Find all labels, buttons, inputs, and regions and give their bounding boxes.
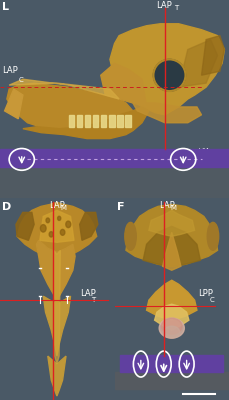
Polygon shape: [110, 24, 224, 115]
Polygon shape: [149, 210, 195, 236]
Text: VM: VM: [199, 148, 210, 154]
Ellipse shape: [57, 216, 61, 220]
Ellipse shape: [207, 222, 219, 250]
Bar: [0, 150, 229, 167]
Polygon shape: [5, 89, 23, 119]
Text: D: D: [2, 202, 11, 212]
Text: M: M: [171, 205, 177, 211]
Polygon shape: [16, 212, 34, 240]
Polygon shape: [17, 202, 97, 258]
Ellipse shape: [125, 222, 136, 250]
Text: LAP: LAP: [2, 66, 18, 75]
Bar: [0, 167, 229, 198]
Text: F: F: [117, 202, 124, 212]
Polygon shape: [48, 356, 66, 396]
Polygon shape: [155, 304, 189, 330]
Text: C: C: [210, 297, 214, 303]
Polygon shape: [23, 107, 149, 139]
Bar: [69, 115, 74, 127]
Ellipse shape: [164, 326, 180, 338]
Ellipse shape: [159, 318, 184, 338]
Polygon shape: [43, 296, 71, 356]
Polygon shape: [40, 210, 74, 242]
Text: T: T: [91, 297, 95, 303]
Polygon shape: [143, 226, 200, 266]
Text: LAP: LAP: [80, 289, 95, 298]
Polygon shape: [126, 204, 218, 266]
Bar: [114, 372, 229, 389]
Ellipse shape: [40, 225, 46, 232]
Ellipse shape: [66, 221, 71, 228]
Ellipse shape: [49, 232, 53, 237]
Text: LPP: LPP: [198, 289, 213, 298]
Text: L: L: [2, 2, 9, 12]
Bar: [120, 355, 223, 372]
Bar: [125, 115, 131, 127]
Polygon shape: [54, 250, 60, 364]
Text: LAP: LAP: [156, 1, 172, 10]
Bar: [93, 115, 98, 127]
Polygon shape: [179, 40, 218, 87]
Text: LAP: LAP: [159, 201, 175, 210]
Text: T: T: [174, 5, 178, 11]
Text: C: C: [18, 77, 23, 83]
Ellipse shape: [60, 229, 65, 235]
Polygon shape: [101, 63, 147, 107]
Polygon shape: [147, 280, 197, 320]
Text: M: M: [60, 205, 66, 211]
Polygon shape: [80, 212, 98, 240]
Text: CFT: CFT: [197, 162, 210, 168]
Polygon shape: [7, 83, 133, 131]
Text: 5 cm: 5 cm: [195, 383, 212, 389]
Polygon shape: [202, 36, 224, 75]
Ellipse shape: [46, 218, 50, 223]
Polygon shape: [163, 232, 181, 270]
Bar: [77, 115, 82, 127]
Bar: [101, 115, 106, 127]
Bar: [117, 115, 123, 127]
Ellipse shape: [161, 318, 182, 334]
Ellipse shape: [153, 60, 185, 91]
Polygon shape: [9, 79, 119, 99]
Polygon shape: [133, 103, 202, 123]
Bar: [109, 115, 114, 127]
Bar: [85, 115, 90, 127]
Polygon shape: [36, 240, 75, 310]
Text: LAP: LAP: [49, 201, 65, 210]
